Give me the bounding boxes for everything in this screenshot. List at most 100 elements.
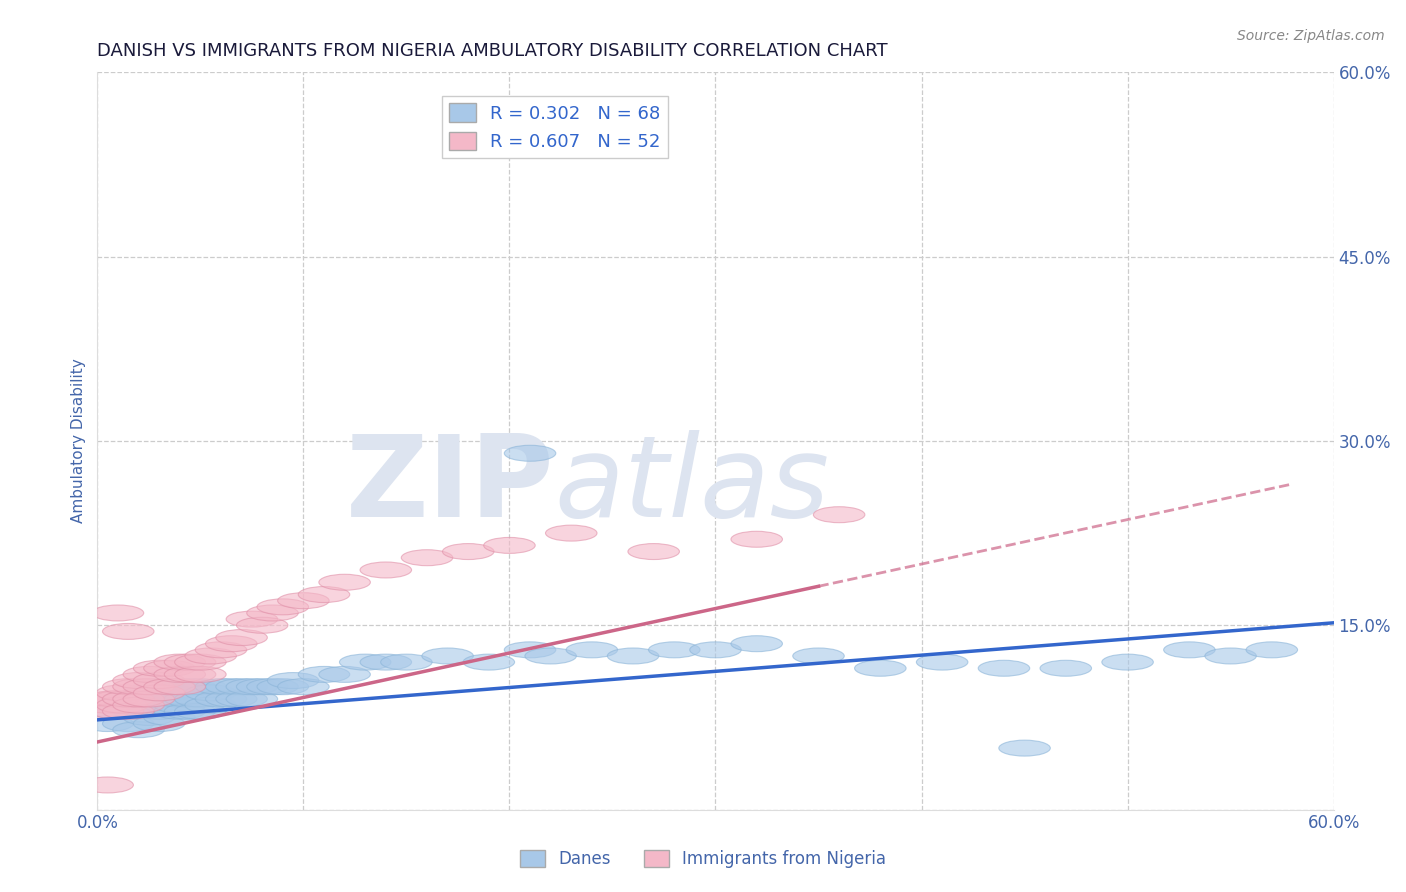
Ellipse shape (381, 654, 432, 670)
Ellipse shape (257, 679, 308, 695)
Ellipse shape (731, 636, 783, 652)
Ellipse shape (165, 666, 217, 682)
Ellipse shape (463, 654, 515, 670)
Text: DANISH VS IMMIGRANTS FROM NIGERIA AMBULATORY DISABILITY CORRELATION CHART: DANISH VS IMMIGRANTS FROM NIGERIA AMBULA… (97, 42, 889, 60)
Y-axis label: Ambulatory Disability: Ambulatory Disability (72, 359, 86, 524)
Ellipse shape (401, 549, 453, 566)
Ellipse shape (319, 666, 370, 682)
Ellipse shape (226, 679, 277, 695)
Ellipse shape (103, 691, 155, 707)
Ellipse shape (484, 537, 536, 553)
Ellipse shape (134, 715, 186, 731)
Ellipse shape (628, 543, 679, 559)
Ellipse shape (277, 679, 329, 695)
Ellipse shape (360, 562, 412, 578)
Ellipse shape (93, 698, 143, 713)
Ellipse shape (690, 642, 741, 657)
Ellipse shape (155, 679, 205, 695)
Ellipse shape (93, 703, 143, 719)
Ellipse shape (93, 605, 143, 621)
Text: Source: ZipAtlas.com: Source: ZipAtlas.com (1237, 29, 1385, 43)
Ellipse shape (186, 698, 236, 713)
Ellipse shape (155, 679, 205, 695)
Ellipse shape (155, 691, 205, 707)
Ellipse shape (277, 592, 329, 608)
Ellipse shape (205, 636, 257, 652)
Ellipse shape (246, 679, 298, 695)
Ellipse shape (298, 587, 350, 602)
Ellipse shape (226, 611, 277, 627)
Ellipse shape (97, 698, 148, 713)
Ellipse shape (855, 660, 905, 676)
Ellipse shape (205, 691, 257, 707)
Ellipse shape (165, 679, 217, 695)
Ellipse shape (648, 642, 700, 657)
Ellipse shape (124, 685, 174, 701)
Ellipse shape (360, 654, 412, 670)
Ellipse shape (103, 715, 155, 731)
Legend: R = 0.302   N = 68, R = 0.607   N = 52: R = 0.302 N = 68, R = 0.607 N = 52 (441, 96, 668, 159)
Ellipse shape (82, 777, 134, 793)
Ellipse shape (217, 679, 267, 695)
Ellipse shape (134, 679, 186, 695)
Ellipse shape (205, 679, 257, 695)
Ellipse shape (524, 648, 576, 664)
Ellipse shape (1164, 642, 1215, 657)
Ellipse shape (793, 648, 844, 664)
Ellipse shape (124, 666, 174, 682)
Ellipse shape (505, 642, 555, 657)
Ellipse shape (174, 666, 226, 682)
Ellipse shape (165, 703, 217, 719)
Ellipse shape (134, 673, 186, 689)
Legend: Danes, Immigrants from Nigeria: Danes, Immigrants from Nigeria (513, 843, 893, 875)
Ellipse shape (998, 740, 1050, 756)
Ellipse shape (1246, 642, 1298, 657)
Ellipse shape (165, 654, 217, 670)
Ellipse shape (103, 691, 155, 707)
Ellipse shape (103, 703, 155, 719)
Ellipse shape (112, 673, 165, 689)
Ellipse shape (143, 660, 195, 676)
Ellipse shape (186, 685, 236, 701)
Ellipse shape (134, 703, 186, 719)
Ellipse shape (134, 691, 186, 707)
Ellipse shape (155, 654, 205, 670)
Ellipse shape (195, 642, 246, 657)
Ellipse shape (174, 654, 226, 670)
Ellipse shape (567, 642, 617, 657)
Ellipse shape (134, 685, 186, 701)
Ellipse shape (1102, 654, 1153, 670)
Ellipse shape (143, 679, 195, 695)
Ellipse shape (103, 679, 155, 695)
Ellipse shape (143, 685, 195, 701)
Ellipse shape (443, 543, 494, 559)
Ellipse shape (979, 660, 1029, 676)
Ellipse shape (77, 703, 129, 719)
Ellipse shape (246, 605, 298, 621)
Ellipse shape (82, 698, 134, 713)
Ellipse shape (165, 691, 217, 707)
Ellipse shape (174, 679, 226, 695)
Ellipse shape (112, 703, 165, 719)
Ellipse shape (112, 698, 165, 713)
Ellipse shape (134, 660, 186, 676)
Ellipse shape (339, 654, 391, 670)
Ellipse shape (236, 679, 288, 695)
Ellipse shape (155, 703, 205, 719)
Ellipse shape (174, 703, 226, 719)
Ellipse shape (124, 679, 174, 695)
Ellipse shape (155, 698, 205, 713)
Ellipse shape (89, 691, 139, 707)
Ellipse shape (186, 648, 236, 664)
Ellipse shape (546, 525, 598, 541)
Ellipse shape (1040, 660, 1091, 676)
Ellipse shape (267, 673, 319, 689)
Ellipse shape (82, 715, 134, 731)
Ellipse shape (226, 691, 277, 707)
Ellipse shape (607, 648, 659, 664)
Ellipse shape (195, 691, 246, 707)
Ellipse shape (124, 709, 174, 725)
Ellipse shape (217, 630, 267, 646)
Ellipse shape (195, 679, 246, 695)
Text: ZIP: ZIP (346, 430, 555, 541)
